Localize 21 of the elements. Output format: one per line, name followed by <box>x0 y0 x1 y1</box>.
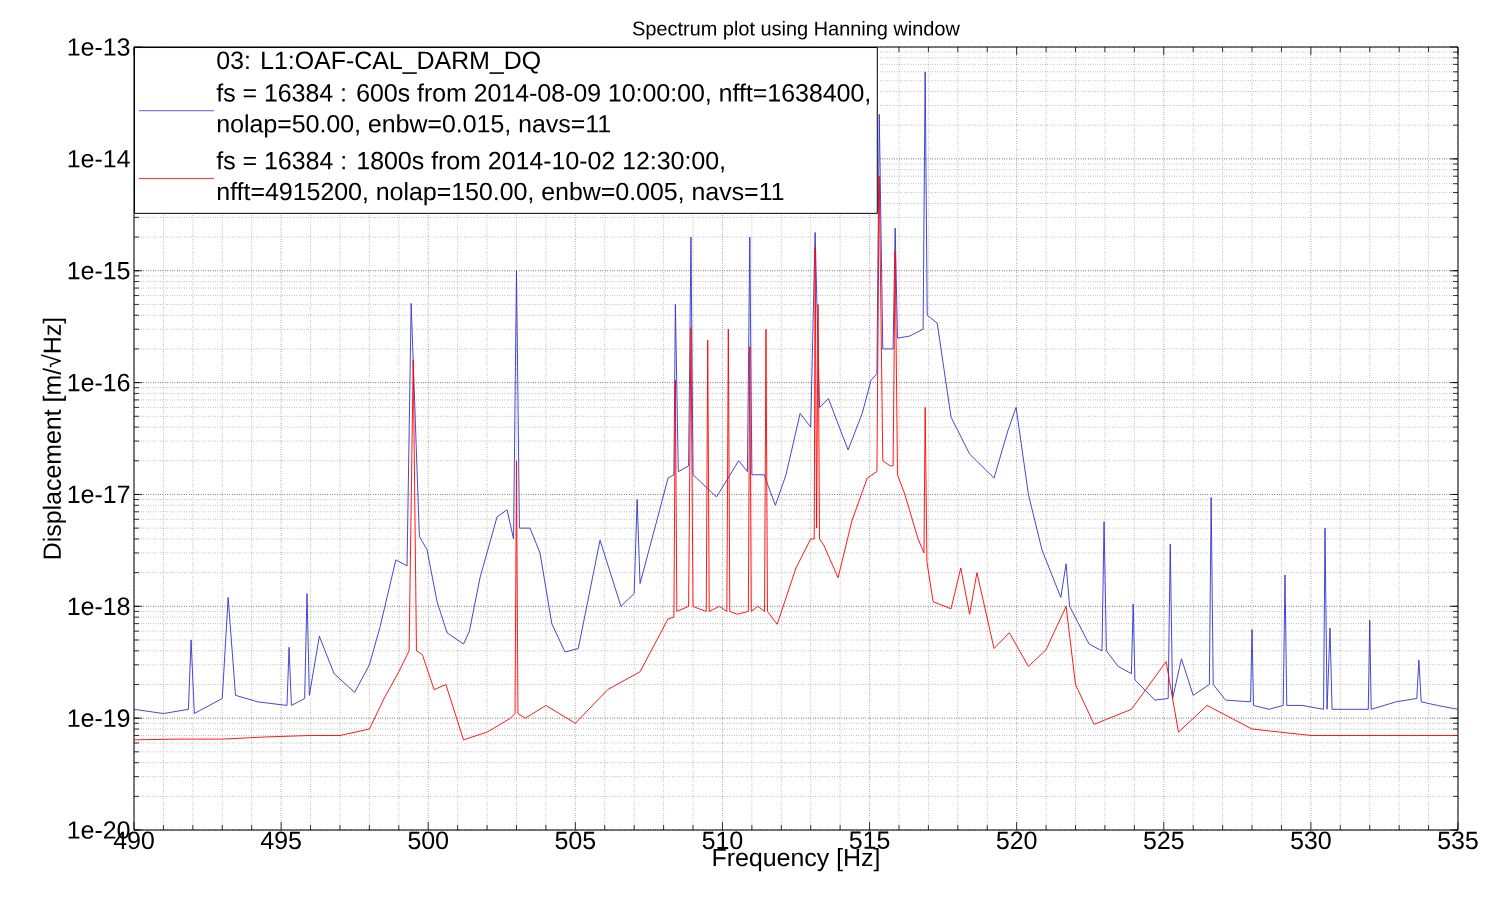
y-tick-label: 1e-18 <box>68 597 130 616</box>
x-tick-label: 495 <box>260 831 301 850</box>
x-tick-label: 535 <box>1438 831 1478 850</box>
chart-title: Spectrum plot using Hanning window <box>632 20 960 40</box>
x-tick-label: 510 <box>702 831 743 850</box>
x-tick-label: 505 <box>555 831 596 850</box>
legend-label: fs = 16384 : 1800s from 2014-10-02 12:30:00, nfft=4915200, nolap=150.00, enbw=0.005, navs=11 <box>216 151 784 206</box>
x-tick-label: 530 <box>1291 831 1331 850</box>
x-tick-label: 520 <box>996 831 1037 850</box>
y-tick-label: 1e-17 <box>68 485 130 504</box>
x-tick-label: 525 <box>1143 831 1184 850</box>
y-tick-label: 1e-19 <box>68 709 130 727</box>
y-tick-label: 1e-13 <box>68 38 130 56</box>
x-axis-title: Frequency [Hz] <box>713 848 879 872</box>
y-tick-label: 1e-14 <box>68 150 130 168</box>
y-tick-label: 1e-16 <box>68 373 130 392</box>
legend-title: 03: L1:OAF-CAL_DARM_DQ <box>217 51 540 74</box>
x-tick-label: 500 <box>408 831 449 850</box>
y-tick-label: 1e-15 <box>68 262 130 280</box>
x-tick-label: 515 <box>849 831 890 849</box>
y-axis-title: Displacement [m/√Hz] <box>41 318 66 559</box>
